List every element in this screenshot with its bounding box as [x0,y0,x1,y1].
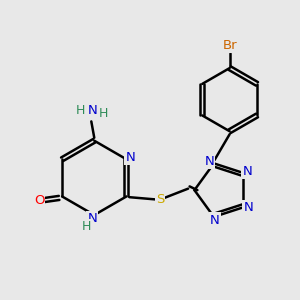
Text: O: O [34,194,44,207]
Text: N: N [88,212,97,225]
Text: N: N [242,165,252,178]
Text: S: S [156,193,164,206]
Text: N: N [125,151,135,164]
Text: Br: Br [222,39,237,52]
Text: N: N [244,201,253,214]
Text: H: H [98,107,108,121]
Text: H: H [81,220,91,233]
Text: N: N [88,104,98,117]
Text: H: H [76,104,86,117]
Text: N: N [210,214,220,226]
Text: N: N [204,155,214,168]
